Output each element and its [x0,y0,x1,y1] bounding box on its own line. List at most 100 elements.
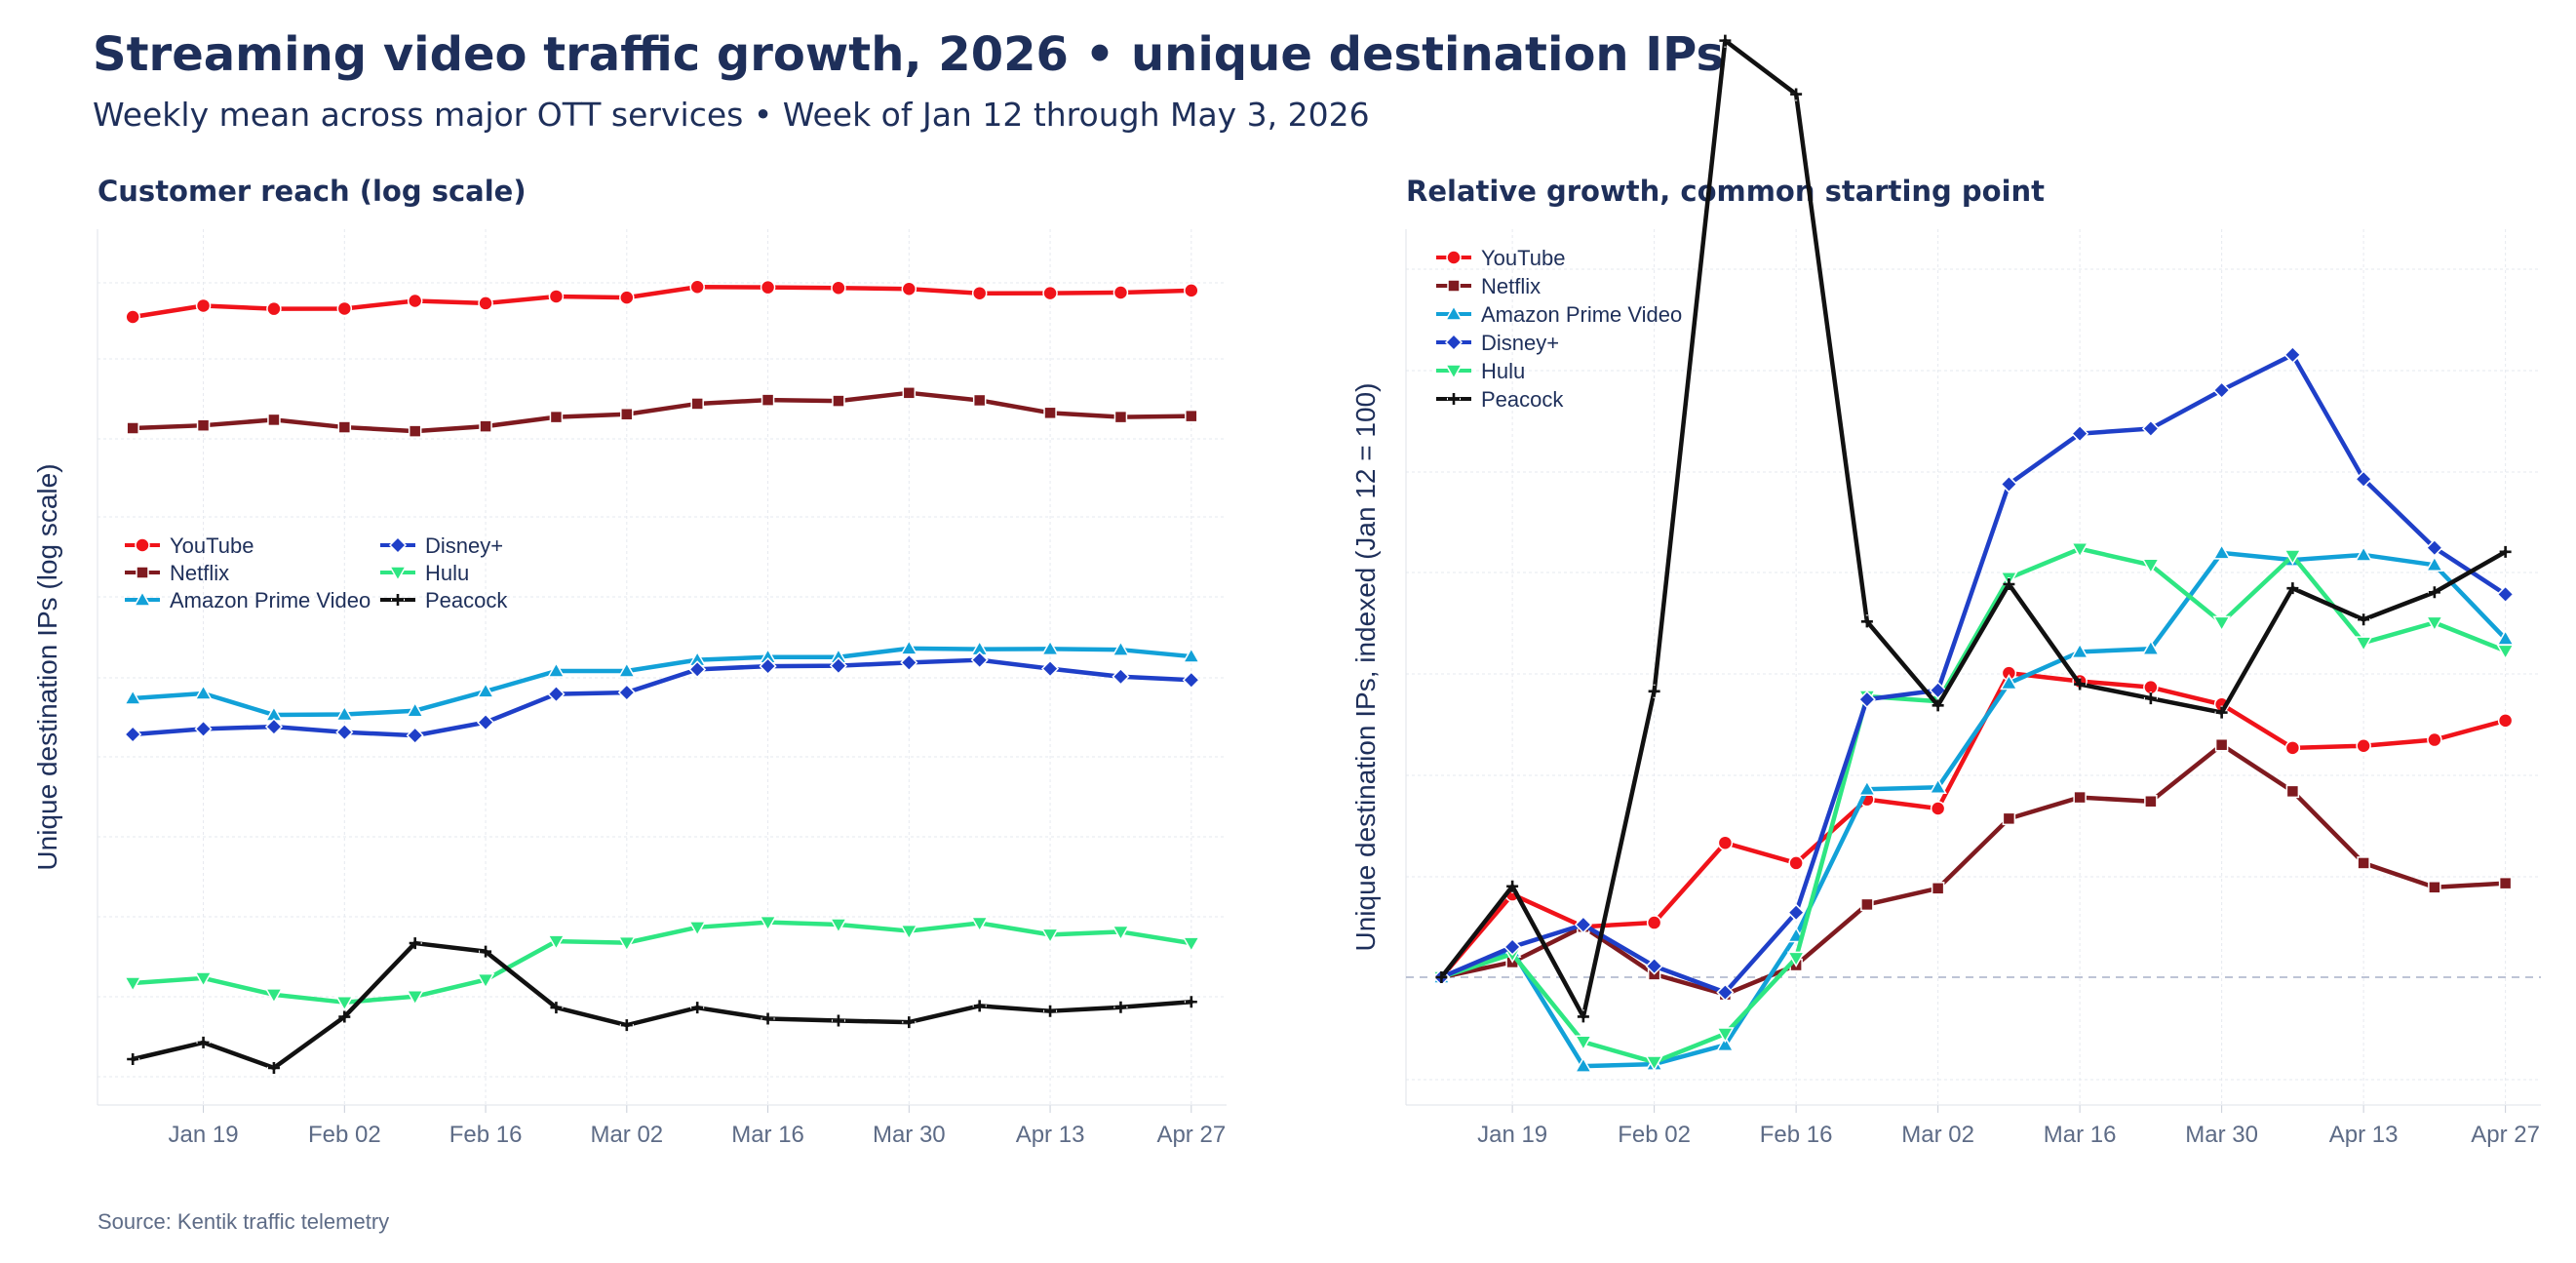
left-hulu-point [264,988,284,1005]
left-netflix-point [549,410,564,424]
left-amazon-prime-video-point [617,661,637,678]
right-disney-point [1787,903,1806,922]
left-netflix-line [130,390,1194,434]
left-disney-point [124,725,142,744]
right-hulu-point [1786,951,1806,967]
left-series-disney [124,651,1200,745]
left-x-tick-label: Mar 02 [590,1122,663,1148]
left-disney-point [1182,671,1200,690]
right-peacock-point-cross [1435,971,1448,983]
left-legend-marker-disney [388,535,408,555]
left-youtube-point [901,281,917,297]
left-x-tick-label: Mar 16 [731,1122,804,1148]
left-youtube-point [336,300,353,317]
left-disney-point [900,653,918,672]
left-peacock-point-cross [832,1014,844,1027]
left-x-tick-label: Apr 27 [1156,1122,1226,1148]
left-amazon-prime-video-point [123,689,142,705]
left-netflix-point [196,418,211,432]
right-disney-point [1929,681,1947,699]
right-disney-point [1503,937,1522,956]
left-hulu-point [970,916,989,932]
right-x-tick-label: Feb 02 [1618,1122,1691,1148]
right-amazon-prime-video-point [1716,1035,1735,1052]
right-x-tick-label: Mar 30 [2185,1122,2258,1148]
left-hulu-point [687,921,707,937]
right-chart-panel: Jan 19 Feb 02 Feb 16 Mar 02 Mar 16 Mar 30 Apr … [1350,33,2541,1148]
left-youtube-point [266,300,282,317]
right-legend-marker-disney [1444,333,1464,352]
left-series-peacock [126,936,1198,1075]
left-disney-point [335,723,354,741]
left-youtube-point [831,280,846,296]
right-youtube-point [2427,731,2442,748]
right-youtube-point [2356,738,2371,754]
right-amazon-prime-video-point [1857,779,1877,797]
right-hulu-point [1574,1035,1593,1051]
right-series-amazon-prime-video [1432,543,2515,1073]
right-disney-point [2141,419,2160,438]
left-disney-point [970,651,989,669]
right-hulu-point [2425,615,2444,632]
left-disney-point [194,720,213,738]
right-amazon-prime-video-point [2425,555,2444,572]
left-legend-label-disney: Disney+ [425,533,503,558]
left-youtube-point [1112,285,1129,300]
left-peacock-point-cross [550,1002,563,1014]
right-youtube-point [1717,835,1734,850]
right-disney-point [2000,475,2018,493]
left-youtube-point [971,285,988,301]
right-peacock-point-cross [2358,613,2370,626]
right-hulu-point [2496,644,2515,660]
left-amazon-prime-video-point [1182,647,1201,663]
right-amazon-prime-video-point [2070,642,2089,659]
right-hulu-point [2283,549,2302,566]
source-note: Source: Kentik traffic telemetry [98,1209,390,1234]
right-legend-marker-youtube [1446,250,1462,265]
left-hulu-point [406,989,424,1006]
left-hulu-point [1112,925,1130,941]
right-legend-marker-netflix [1447,279,1461,293]
right-legend: YouTube Netflix Amazon Prime Video Disney+ H… [1436,246,1682,412]
right-youtube-point [2284,740,2301,756]
right-disney-line [1439,352,2508,995]
right-netflix-point [1860,897,1874,912]
right-netflix-point [2002,811,2016,826]
right-series-youtube [1433,665,2514,985]
right-netflix-point [2285,784,2300,799]
right-netflix-line [1439,742,2508,997]
left-peacock-point-cross [197,1036,210,1048]
right-disney-point [2355,470,2373,489]
right-legend-label-netflix: Netflix [1481,274,1541,298]
right-peacock-line [1439,38,2508,1019]
left-netflix-point [267,413,281,427]
left-youtube-point [689,279,705,295]
left-youtube-point [1184,283,1199,298]
left-netflix-point [1043,406,1057,420]
right-netflix-point [2498,876,2513,890]
left-disney-point [477,713,495,731]
right-netflix-point [2073,790,2087,805]
right-legend-label-disney: Disney+ [1481,331,1559,355]
right-amazon-prime-video-line [1439,550,2508,1069]
right-hulu-point [1716,1027,1735,1044]
right-hulu-line [1439,546,2508,1065]
left-peacock-point-cross [1185,996,1197,1008]
right-series-disney [1432,345,2515,1002]
left-hulu-point [547,934,566,951]
left-legend-label-netflix: Netflix [170,561,229,585]
left-legend-label-amazon-prime-video: Amazon Prime Video [170,588,371,612]
right-disney-point [1645,957,1663,975]
right-netflix-point [2214,737,2229,752]
right-amazon-prime-video-point [2212,543,2231,560]
left-netflix-point [620,407,634,421]
right-youtube-point [1930,801,1946,816]
left-amazon-prime-video-point [406,701,424,718]
left-hulu-point [900,924,918,941]
right-amazon-prime-video-point [2354,545,2373,562]
right-hulu-point [2212,615,2231,632]
left-disney-point [617,683,636,702]
left-youtube-point [619,290,635,305]
left-peacock-point-cross [338,1010,351,1023]
right-legend-label-amazon-prime-video: Amazon Prime Video [1481,302,1682,327]
